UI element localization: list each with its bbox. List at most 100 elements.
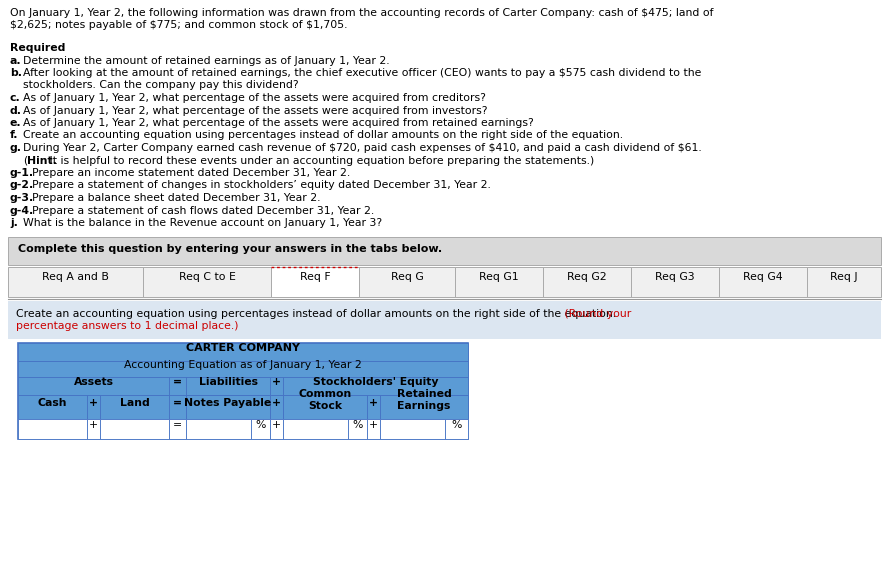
Bar (367, 419, 380, 438)
Bar (380, 419, 445, 438)
Text: Req F: Req F (300, 272, 331, 282)
Text: What is the balance in the Revenue account on January 1, Year 3?: What is the balance in the Revenue accou… (23, 218, 382, 228)
Bar (631, 267, 719, 297)
Bar (100, 419, 169, 438)
Text: f.: f. (10, 130, 19, 140)
Text: Req G3: Req G3 (655, 272, 695, 282)
Text: b.: b. (10, 68, 22, 78)
Text: (Round your: (Round your (561, 309, 632, 319)
Bar (380, 395, 468, 419)
Text: Req C to E: Req C to E (179, 272, 236, 282)
Bar (367, 395, 380, 419)
Text: g.: g. (10, 143, 22, 153)
Text: It is helpful to record these events under an accounting equation before prepari: It is helpful to record these events und… (46, 155, 594, 165)
Text: Accounting Equation as of January 1, Year 2: Accounting Equation as of January 1, Yea… (124, 360, 362, 370)
Bar (186, 377, 270, 395)
Bar (8, 267, 143, 297)
Bar (8, 301, 881, 339)
Bar (283, 377, 468, 395)
Bar (87, 395, 100, 419)
Text: Required: Required (10, 43, 66, 53)
Bar (18, 343, 468, 438)
Bar (445, 419, 468, 438)
Bar (348, 419, 367, 438)
Bar (455, 267, 543, 297)
Text: =: = (173, 398, 182, 408)
Bar (283, 395, 348, 419)
Text: As of January 1, Year 2, what percentage of the assets were acquired from credit: As of January 1, Year 2, what percentage… (23, 93, 486, 103)
Text: +: + (89, 420, 98, 430)
Bar (251, 419, 270, 438)
Text: Stockholders' Equity: Stockholders' Equity (313, 377, 438, 387)
Text: +: + (272, 398, 281, 408)
Text: Prepare a statement of cash flows dated December 31, Year 2.: Prepare a statement of cash flows dated … (32, 205, 374, 216)
Text: %: % (452, 420, 461, 430)
Bar (445, 395, 468, 419)
Bar (283, 419, 348, 438)
Bar (186, 395, 251, 419)
Text: e.: e. (10, 118, 21, 128)
Text: As of January 1, Year 2, what percentage of the assets were acquired from invest: As of January 1, Year 2, what percentage… (23, 106, 487, 115)
Text: On January 1, Year 2, the following information was drawn from the accounting re: On January 1, Year 2, the following info… (10, 8, 714, 18)
Bar (8, 237, 881, 264)
Bar (719, 267, 807, 297)
Text: Req G: Req G (390, 272, 423, 282)
Text: +: + (272, 377, 281, 387)
Text: =: = (173, 377, 182, 387)
Text: Notes Payable: Notes Payable (184, 398, 272, 408)
Bar (143, 267, 271, 297)
Text: As of January 1, Year 2, what percentage of the assets were acquired from retain: As of January 1, Year 2, what percentage… (23, 118, 533, 128)
Bar (271, 267, 359, 297)
Text: g-4.: g-4. (10, 205, 35, 216)
Bar (251, 395, 270, 419)
Text: Liabilities: Liabilities (198, 377, 258, 387)
Text: +: + (369, 420, 378, 430)
Text: (: ( (23, 155, 28, 165)
Bar (270, 419, 283, 438)
Text: Common
Stock: Common Stock (299, 389, 352, 411)
Bar (169, 419, 186, 438)
Text: Retained
Earnings: Retained Earnings (396, 389, 452, 411)
Bar (18, 361, 468, 377)
Bar (100, 395, 169, 419)
Text: Prepare a balance sheet dated December 31, Year 2.: Prepare a balance sheet dated December 3… (32, 193, 321, 203)
Text: Assets: Assets (74, 377, 114, 387)
Bar (186, 395, 270, 419)
Text: $2,625; notes payable of $775; and common stock of $1,705.: $2,625; notes payable of $775; and commo… (10, 20, 348, 31)
Text: Req G4: Req G4 (743, 272, 783, 282)
Text: +: + (272, 420, 281, 430)
Bar (359, 267, 455, 297)
Bar (543, 267, 631, 297)
Text: Req G1: Req G1 (479, 272, 519, 282)
Text: g-2.: g-2. (10, 180, 35, 190)
Text: %: % (352, 420, 363, 430)
Text: During Year 2, Carter Company earned cash revenue of $720, paid cash expenses of: During Year 2, Carter Company earned cas… (23, 143, 701, 153)
Text: After looking at the amount of retained earnings, the chief executive officer (C: After looking at the amount of retained … (23, 68, 701, 78)
Text: +: + (369, 398, 378, 408)
Text: Prepare an income statement dated December 31, Year 2.: Prepare an income statement dated Decemb… (32, 168, 350, 178)
Text: stockholders. Can the company pay this dividend?: stockholders. Can the company pay this d… (23, 81, 299, 90)
Text: percentage answers to 1 decimal place.): percentage answers to 1 decimal place.) (16, 321, 238, 331)
Text: +: + (89, 398, 98, 408)
Text: d.: d. (10, 106, 22, 115)
Text: g-1.: g-1. (10, 168, 34, 178)
Text: =: = (173, 420, 182, 430)
Bar (169, 395, 186, 419)
Text: Create an accounting equation using percentages instead of dollar amounts on the: Create an accounting equation using perc… (23, 130, 623, 140)
Text: Prepare a statement of changes in stockholders’ equity dated December 31, Year 2: Prepare a statement of changes in stockh… (32, 180, 491, 190)
Text: Hint.: Hint. (27, 155, 57, 165)
Bar (270, 377, 283, 395)
Bar (87, 419, 100, 438)
Text: CARTER COMPANY: CARTER COMPANY (186, 343, 300, 353)
Text: Req J: Req J (830, 272, 858, 282)
Text: j.: j. (10, 218, 18, 228)
Text: Req A and B: Req A and B (42, 272, 109, 282)
Bar (348, 395, 367, 419)
Text: c.: c. (10, 93, 20, 103)
Text: Land: Land (120, 398, 149, 408)
Bar (807, 267, 881, 297)
Text: Req G2: Req G2 (567, 272, 607, 282)
Text: Cash: Cash (37, 398, 68, 408)
Bar (283, 395, 367, 419)
Text: Create an accounting equation using percentages instead of dollar amounts on the: Create an accounting equation using perc… (16, 309, 616, 319)
